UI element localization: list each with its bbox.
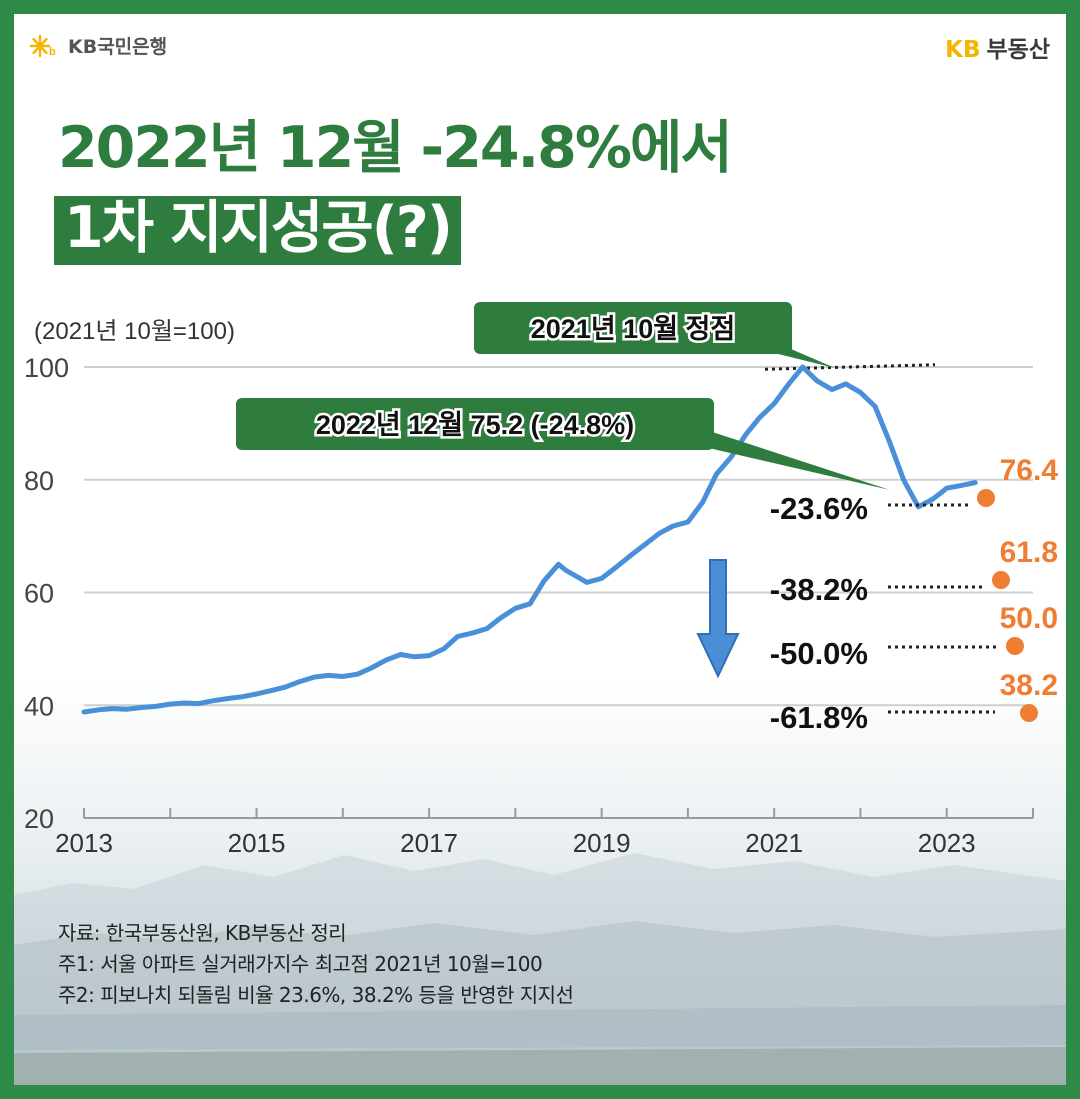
city-skyline-background: [14, 853, 1066, 1085]
realestate-name: 부동산: [986, 37, 1050, 63]
svg-text:b: b: [49, 46, 56, 58]
kb-bank-logo: b KB국민은행: [30, 32, 167, 59]
note-2: 주2: 피보나치 되돌림 비율 23.6%, 38.2% 등을 반영한 지지선: [58, 983, 574, 1007]
note-source: 자료: 한국부동산원, KB부동산 정리: [58, 921, 347, 945]
fib-level-label: -61.8%: [770, 700, 868, 735]
fib-value-label: 50.0: [1000, 602, 1058, 635]
x-tick-label: 2017: [400, 828, 458, 858]
series-line: [81, 364, 978, 715]
peak-callout-box: [474, 302, 792, 354]
x-tick-label: 2013: [55, 828, 113, 858]
title-line-2: 1차 지지성공(?): [54, 196, 461, 265]
x-tick-label: 2015: [228, 828, 286, 858]
y-tick-label: 20: [24, 804, 54, 834]
kb-realestate-logo: KB 부동산: [945, 30, 1050, 64]
realestate-kb: KB: [945, 37, 981, 63]
fib-level-label: -23.6%: [770, 491, 868, 526]
footnotes: 자료: 한국부동산원, KB부동산 정리 주1: 서울 아파트 실거래가지수 최…: [58, 918, 574, 1011]
peak-callout-text: 2021년 10월 정점: [531, 314, 735, 344]
bank-name: KB국민은행: [68, 36, 168, 58]
fib-target-dot: [1020, 704, 1038, 722]
y-tick-label: 40: [24, 691, 54, 721]
down-arrow-icon: [696, 559, 740, 679]
peak-dotted-line: [764, 363, 936, 371]
fib-value-label: 61.8: [1000, 536, 1058, 569]
note-1: 주1: 서울 아파트 실거래가지수 최고점 2021년 10월=100: [58, 952, 543, 976]
fib-target-dot: [977, 489, 995, 507]
fib-target-dot: [992, 571, 1010, 589]
y-tick-label: 100: [24, 353, 69, 383]
trough-callout-text: 2022년 12월 75.2 (-24.8%): [316, 410, 634, 440]
y-tick-label: 80: [24, 466, 54, 496]
x-tick-label: 2019: [573, 828, 631, 858]
chart-subtitle: (2021년 10월=100): [34, 318, 235, 345]
kb-star-icon: b: [30, 34, 56, 58]
x-tick-label: 2023: [918, 828, 976, 858]
infographic-card: b KB국민은행 KB 부동산 2022년 12월 -24.8%에서 1차 지지성…: [14, 14, 1066, 1085]
fib-level-label: -50.0%: [770, 636, 868, 671]
fib-value-label: 76.4: [1000, 454, 1059, 487]
title-line-1: 2022년 12월 -24.8%에서: [58, 115, 733, 181]
fib-value-label: 38.2: [1000, 669, 1058, 702]
y-tick-label: 60: [24, 579, 54, 609]
fib-target-dot: [1006, 637, 1024, 655]
trough-callout-pointer: [700, 428, 890, 490]
trough-callout-box: [236, 398, 714, 450]
fib-level-label: -38.2%: [770, 572, 868, 607]
x-tick-label: 2021: [745, 828, 803, 858]
